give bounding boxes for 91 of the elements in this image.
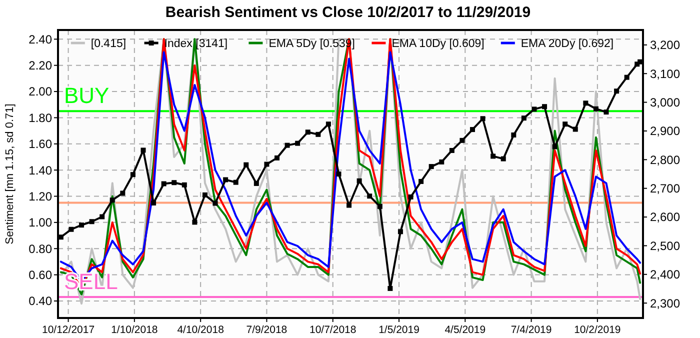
point [460, 138, 465, 143]
point [532, 106, 537, 112]
y2-tick-label: 3,000 [650, 95, 680, 110]
ref-line-label: BUY [64, 83, 110, 108]
point [140, 148, 146, 153]
x-tick-label: 7/9/2018 [246, 324, 288, 336]
y-tick-label: 2.00 [28, 84, 52, 99]
point [151, 200, 156, 206]
point [254, 180, 259, 186]
x-tick-label: 1/5/2019 [378, 324, 420, 336]
point [233, 180, 238, 185]
y2-tick-label: 2,600 [650, 210, 680, 224]
point [470, 127, 475, 132]
point [500, 156, 506, 162]
point [274, 155, 280, 160]
x-tick-label: 4/5/2019 [444, 324, 486, 336]
point [326, 122, 331, 127]
point [316, 132, 321, 137]
y2-tick-label: 2,400 [650, 268, 680, 282]
y-tick-label: 1.20 [28, 189, 52, 204]
x-tick-label: 7/4/2019 [510, 324, 552, 336]
point [295, 140, 300, 146]
point [284, 142, 290, 148]
point [172, 180, 177, 186]
point [346, 202, 352, 208]
legend-label: [0.415] [90, 38, 126, 50]
x-tick-label: 1/10/2018 [111, 324, 158, 336]
point [244, 162, 249, 168]
y-axis-title: Sentiment [mn 1.15, sd 0.71] [4, 104, 16, 244]
point [367, 194, 372, 199]
point [223, 177, 228, 182]
y-tick-label: 0.60 [28, 268, 52, 282]
point [428, 164, 434, 170]
point [418, 178, 424, 184]
point [264, 162, 270, 167]
point [130, 172, 136, 178]
y-tick-label: 1.40 [28, 163, 52, 178]
point [408, 194, 414, 200]
point [110, 198, 115, 203]
point [624, 74, 630, 80]
point [604, 110, 609, 115]
x-tick-label: 10/2/2019 [574, 324, 621, 336]
point [398, 229, 403, 234]
point [89, 219, 94, 224]
point [377, 204, 382, 209]
x-tick-label: 10/12/2017 [42, 324, 95, 336]
point [572, 126, 578, 132]
point [212, 200, 218, 206]
point [449, 148, 454, 153]
point [305, 130, 310, 135]
point [583, 100, 588, 106]
point [336, 172, 342, 176]
y2-tick-label: 3,200 [650, 38, 680, 52]
y2-tick-label: 2,900 [650, 124, 680, 138]
point [490, 154, 496, 159]
y2-tick-label: 2,700 [650, 182, 680, 196]
point [521, 116, 526, 121]
point [480, 116, 486, 122]
point [593, 106, 598, 112]
y-tick-label: 1.00 [28, 216, 52, 230]
point [68, 226, 74, 232]
legend-label: EMA 10Dy [0.609] [392, 38, 484, 50]
y-tick-label: 1.60 [28, 137, 52, 152]
point [356, 178, 362, 184]
y-tick-label: 0.40 [28, 294, 52, 308]
point [542, 104, 548, 110]
point [161, 181, 166, 186]
y-tick-label: 2.40 [28, 32, 52, 46]
point [120, 190, 126, 196]
point [614, 88, 620, 94]
point [202, 192, 208, 198]
point [100, 214, 105, 220]
point [192, 220, 198, 225]
y-tick-label: 1.80 [28, 110, 52, 125]
y2-tick-label: 2,800 [650, 152, 680, 167]
y-tick-label: 2.20 [28, 58, 52, 73]
point [562, 122, 568, 127]
y2-tick-label: 2,500 [650, 238, 680, 253]
y-tick-label: 0.80 [28, 242, 52, 256]
point [511, 132, 516, 138]
point [439, 159, 444, 164]
legend-label: EMA 20Dy [0.692] [520, 38, 614, 50]
chart-title: Bearish Sentiment vs Close 10/2/2017 to 11/29/2019 [165, 4, 531, 21]
point [182, 182, 187, 188]
point [552, 144, 558, 150]
point [79, 222, 84, 228]
point [388, 286, 393, 291]
x-tick-label: 10/7/2018 [310, 324, 356, 336]
x-tick-label: 4/10/2018 [177, 324, 224, 336]
y2-tick-label: 2,300 [650, 296, 680, 310]
y2-tick-label: 3,100 [650, 66, 680, 81]
